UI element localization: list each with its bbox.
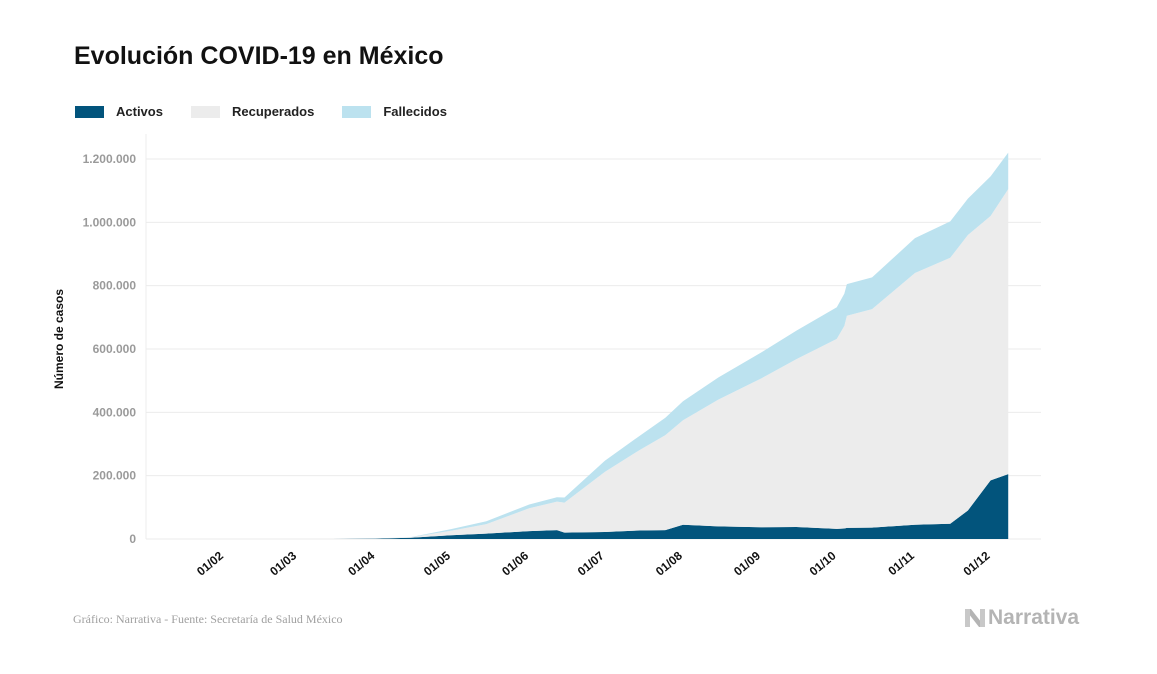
x-tick-label: 01/03: [267, 548, 299, 578]
x-tick-label: 01/06: [499, 548, 531, 578]
y-tick-label: 600.000: [93, 342, 137, 356]
source-note: Gráfico: Narrativa - Fuente: Secretaría …: [73, 612, 343, 626]
area-activos: [332, 474, 1009, 539]
x-tick-label: 01/10: [807, 548, 839, 578]
legend-label-recuperados: Recuperados: [231, 104, 315, 119]
x-tick-label: 01/07: [575, 548, 607, 578]
x-tick-label: 01/08: [653, 548, 685, 578]
narrativa-logo-icon: [965, 609, 985, 627]
y-tick-label: 1.200.000: [83, 152, 137, 166]
narrativa-logo: Narrativa: [964, 606, 1079, 630]
x-tick-label: 01/04: [345, 548, 377, 578]
y-tick-label: 400.000: [93, 405, 137, 419]
narrativa-logo-text: Narrativa: [988, 606, 1080, 629]
legend-item-recuperados: Recuperados: [190, 104, 315, 119]
y-axis-label: Número de casos: [52, 289, 66, 389]
area-recuperados: [332, 189, 1009, 539]
legend-item-activos: Activos: [75, 104, 163, 119]
legend: Activos Recuperados Fallecidos: [75, 104, 475, 119]
legend-swatch-activos: [75, 105, 104, 118]
legend-item-fallecidos: Fallecidos: [342, 104, 447, 119]
y-tick-label: 1.000.000: [83, 215, 137, 229]
y-tick-label: 200.000: [93, 469, 137, 483]
legend-label-fallecidos: Fallecidos: [383, 104, 447, 119]
x-tick-label: 01/09: [731, 548, 763, 578]
y-tick-label: 0: [129, 532, 136, 546]
y-tick-label: 800.000: [93, 279, 137, 293]
legend-label-activos: Activos: [116, 104, 163, 119]
chart-title: Evolución COVID-19 en México: [74, 42, 444, 70]
x-tick-label: 01/12: [961, 548, 993, 578]
x-tick-label: 01/11: [885, 548, 917, 578]
x-tick-label: 01/02: [194, 548, 226, 578]
legend-swatch-fallecidos: [342, 105, 372, 118]
legend-swatch-recuperados: [190, 105, 220, 118]
x-tick-label: 01/05: [421, 548, 453, 578]
